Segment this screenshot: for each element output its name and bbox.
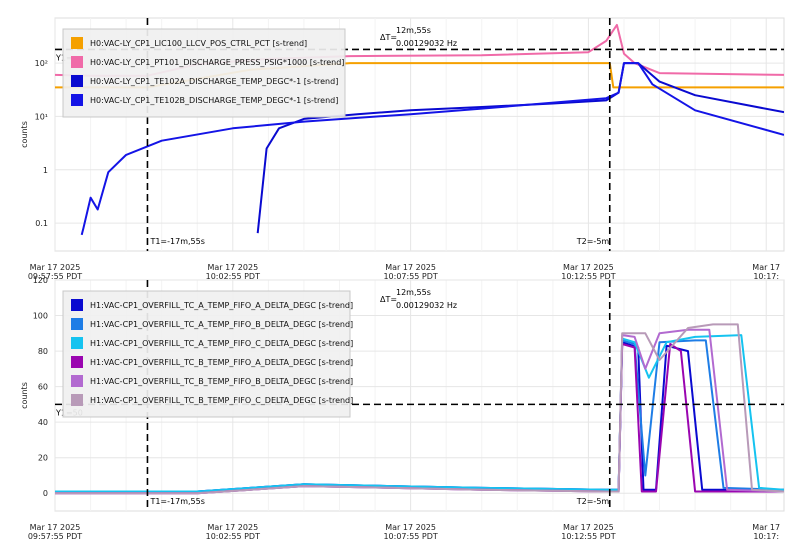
y-tick-label: 10²: [35, 59, 48, 68]
y-tick-label: 1: [43, 166, 48, 175]
t2-cursor-label: T2=-5m: [576, 237, 610, 246]
legend-swatch: [71, 318, 83, 330]
delta-t-frequency: 0.00129032 Hz: [396, 301, 457, 310]
y-tick-label: 80: [38, 347, 48, 356]
x-tick-date: Mar 17: [752, 523, 780, 532]
x-tick-time: 10:12:55 PDT: [561, 272, 615, 281]
y-tick-label: 40: [38, 418, 48, 427]
x-tick-time: 10:17:: [753, 272, 779, 281]
series-line-4: [80, 62, 784, 236]
delta-t-value: 12m,55s: [396, 26, 431, 35]
legend-swatch: [71, 394, 83, 406]
y-tick-label: 20: [38, 454, 48, 463]
t1-cursor-label: T1=-17m,55s: [149, 497, 204, 506]
x-tick-date: Mar 17 2025: [385, 523, 436, 532]
y-axis-label: counts: [20, 121, 29, 148]
delta-t-label: ΔT=: [380, 33, 397, 42]
t2-cursor-label: T2=-5m: [576, 497, 610, 506]
y-tick-label: 120: [33, 276, 48, 285]
y-tick-label: 0.1: [35, 219, 48, 228]
x-tick-date: Mar 17 2025: [563, 523, 614, 532]
x-tick-date: Mar 17 2025: [207, 523, 258, 532]
legend-swatch: [71, 94, 83, 106]
series-line-6: [55, 323, 784, 495]
legend-entry-label: H1:VAC-CP1_OVERFILL_TC_A_TEMP_FIFO_B_DEL…: [90, 320, 353, 329]
legend-entry-label: H1:VAC-CP1_OVERFILL_TC_B_TEMP_FIFO_A_DEL…: [90, 358, 353, 367]
legend-swatch: [71, 56, 83, 68]
legend-swatch: [71, 37, 83, 49]
x-tick-time: 09:57:55 PDT: [28, 532, 82, 541]
legend-swatch: [71, 337, 83, 349]
y-tick-label: 0: [43, 489, 48, 498]
x-tick-date: Mar 17 2025: [385, 263, 436, 272]
y-tick-label: 100: [33, 312, 48, 321]
legend-box: [62, 290, 351, 418]
delta-t-label: ΔT=: [380, 295, 397, 304]
legend-swatch: [71, 375, 83, 387]
delta-t-frequency: 0.00129032 Hz: [396, 39, 457, 48]
legend-entry-label: H0:VAC-LY_CP1_TE102B_DISCHARGE_TEMP_DEGC…: [90, 96, 338, 105]
x-tick-date: Mar 17: [752, 263, 780, 272]
legend-entry-label: H1:VAC-CP1_OVERFILL_TC_A_TEMP_FIFO_C_DEL…: [90, 339, 353, 348]
y-axis-label: counts: [20, 382, 29, 409]
x-tick-time: 09:57:55 PDT: [28, 272, 82, 281]
x-tick-time: 10:07:55 PDT: [383, 272, 437, 281]
x-tick-time: 10:17:: [753, 532, 779, 541]
y-tick-label: 10¹: [35, 112, 48, 121]
legend-swatch: [71, 75, 83, 87]
x-tick-date: Mar 17 2025: [207, 263, 258, 272]
x-tick-date: Mar 17 2025: [563, 263, 614, 272]
legend-entry-label: H0:VAC-LY_CP1_LIC100_LLCV_POS_CTRL_PCT […: [90, 39, 307, 48]
x-tick-date: Mar 17 2025: [30, 263, 81, 272]
legend-entry-label: H0:VAC-LY_CP1_TE102A_DISCHARGE_TEMP_DEGC…: [90, 77, 338, 86]
legend-swatch: [71, 299, 83, 311]
x-tick-time: 10:07:55 PDT: [383, 532, 437, 541]
x-tick-time: 10:02:55 PDT: [206, 272, 260, 281]
delta-t-value: 12m,55s: [396, 288, 431, 297]
x-tick-time: 10:12:55 PDT: [561, 532, 615, 541]
legend-box: [62, 28, 346, 118]
legend-entry-label: H1:VAC-CP1_OVERFILL_TC_A_TEMP_FIFO_A_DEL…: [90, 301, 353, 310]
x-tick-date: Mar 17 2025: [30, 523, 81, 532]
legend-entry-label: H1:VAC-CP1_OVERFILL_TC_B_TEMP_FIFO_C_DEL…: [90, 396, 353, 405]
legend-swatch: [71, 356, 83, 368]
t1-cursor-label: T1=-17m,55s: [149, 237, 204, 246]
legend: H0:VAC-LY_CP1_LIC100_LLCV_POS_CTRL_PCT […: [62, 28, 346, 118]
y-tick-label: 60: [38, 383, 48, 392]
x-tick-time: 10:02:55 PDT: [206, 532, 260, 541]
legend: H1:VAC-CP1_OVERFILL_TC_A_TEMP_FIFO_A_DEL…: [62, 290, 353, 418]
legend-entry-label: H0:VAC-LY_CP1_PT101_DISCHARGE_PRESS_PSIG…: [90, 58, 344, 67]
series-group: [55, 323, 784, 495]
legend-entry-label: H1:VAC-CP1_OVERFILL_TC_B_TEMP_FIFO_B_DEL…: [90, 377, 353, 386]
